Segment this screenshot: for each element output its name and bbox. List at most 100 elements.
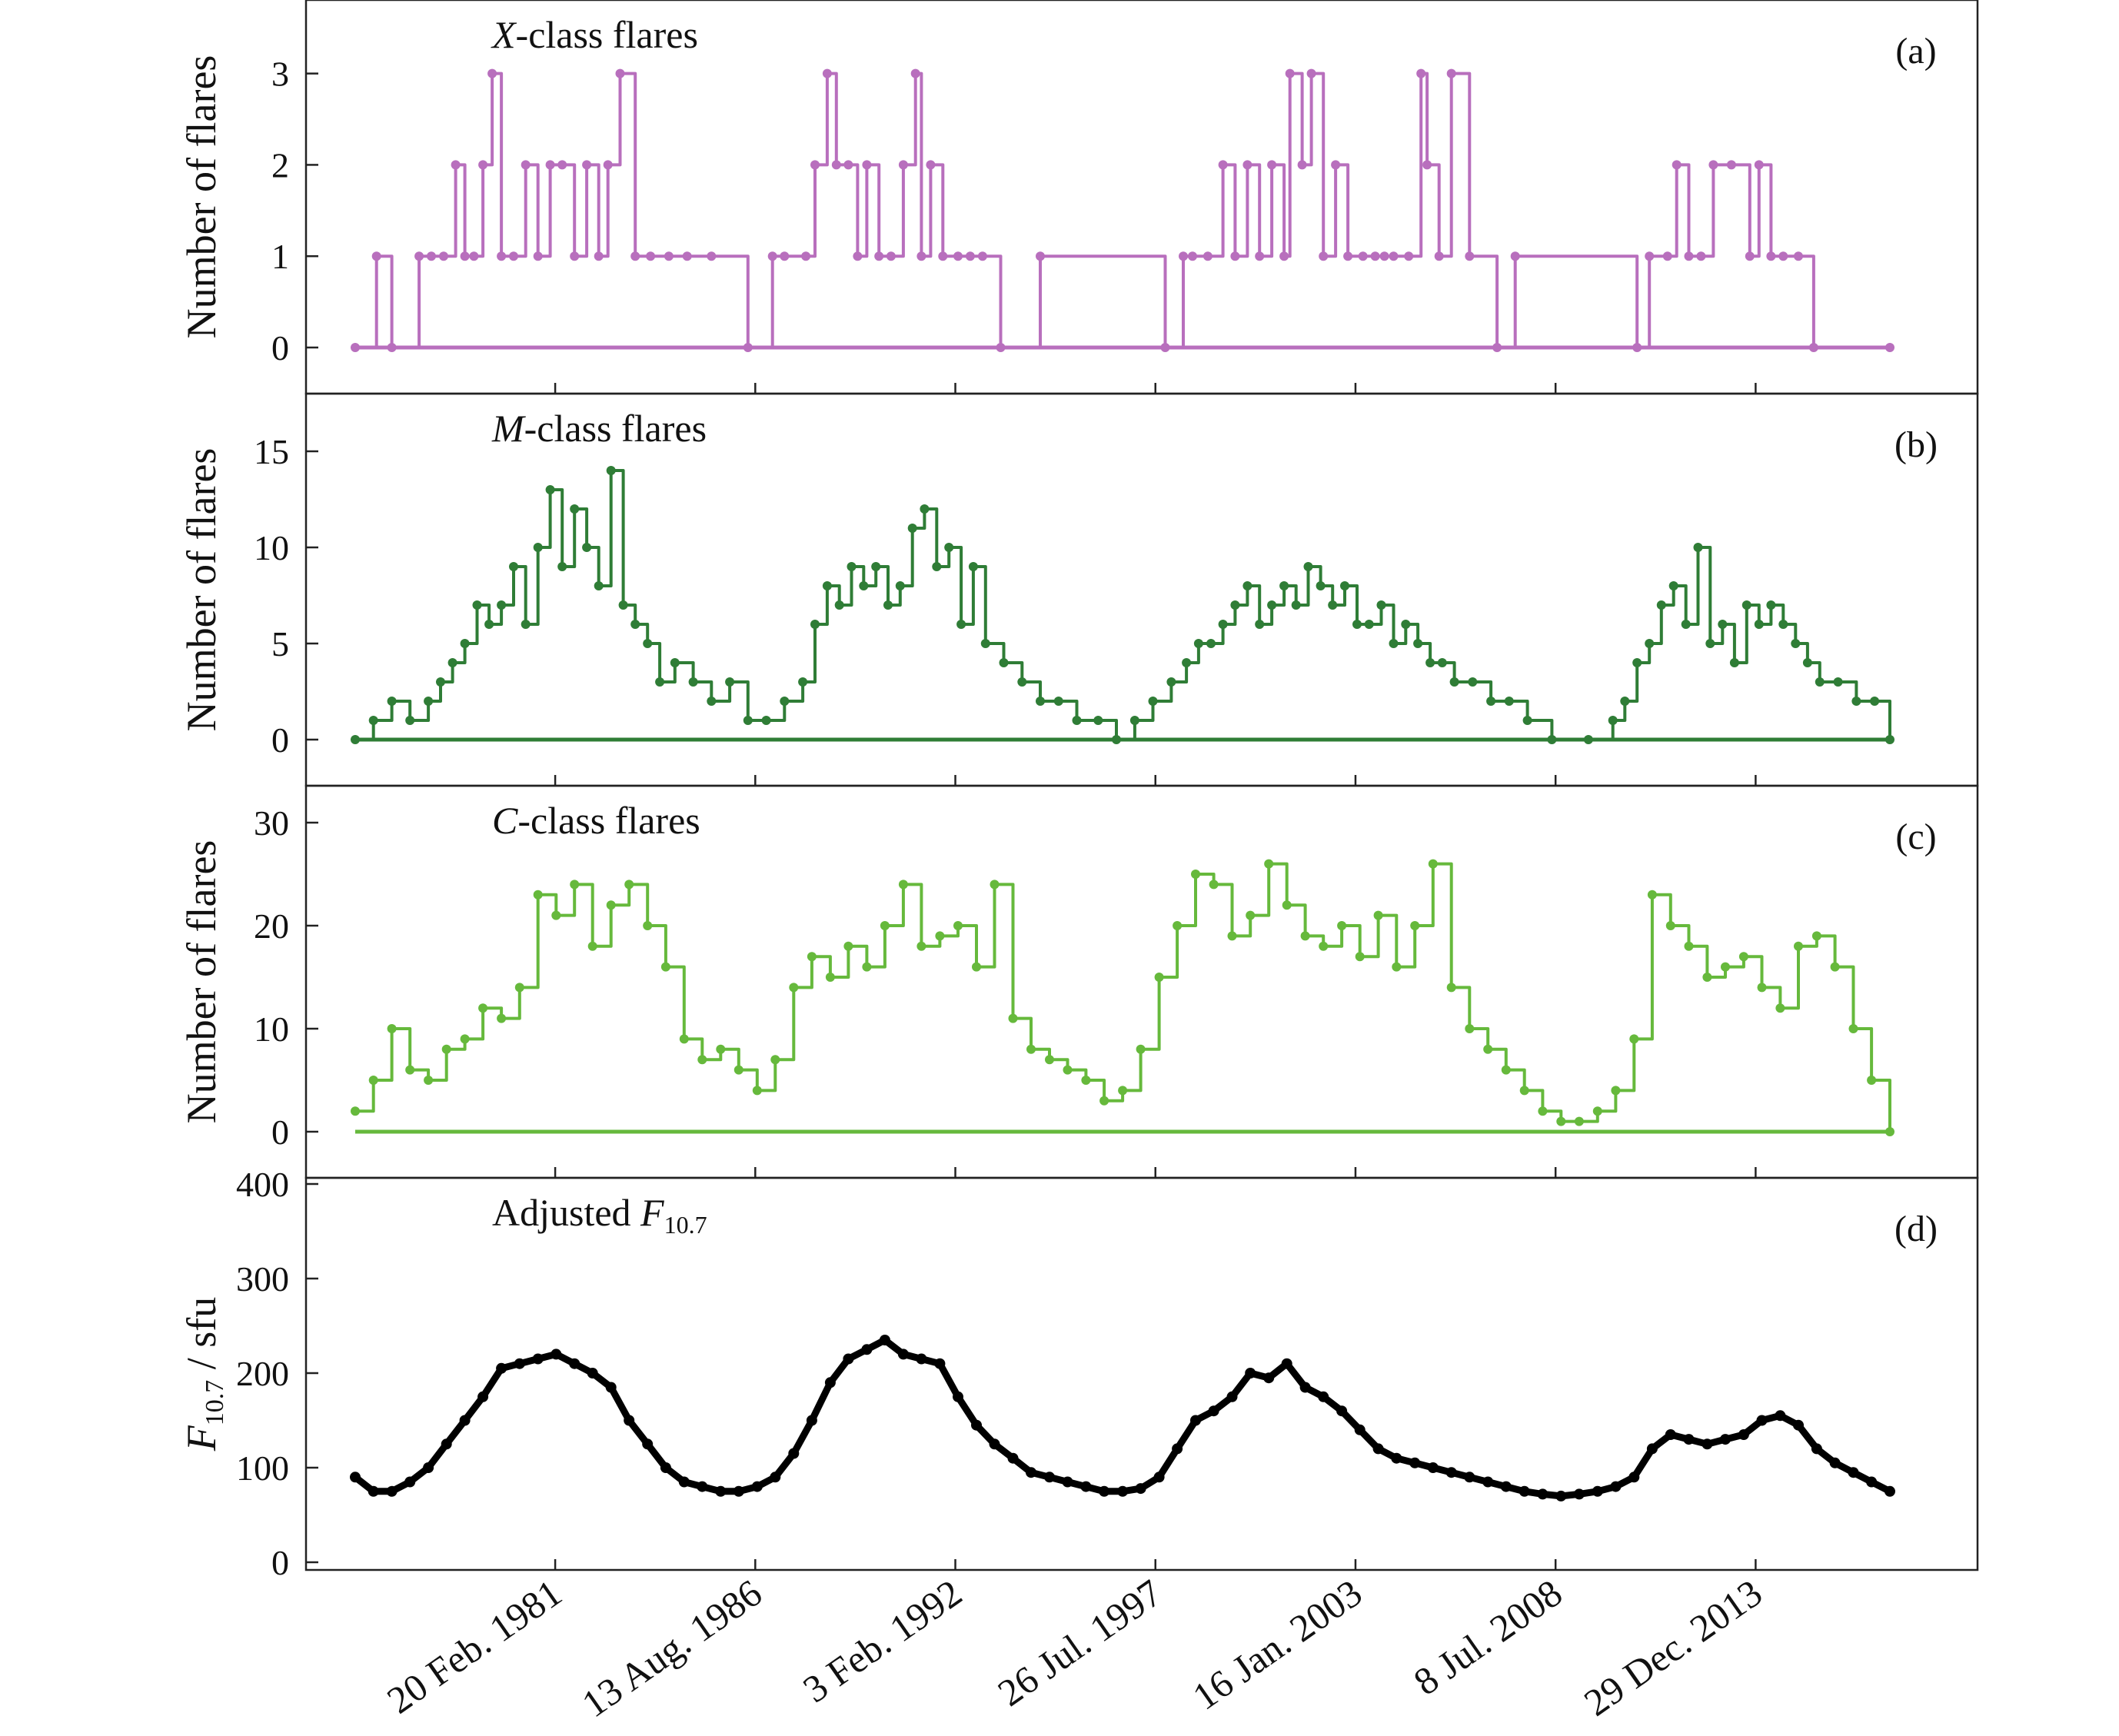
data-point xyxy=(1741,600,1751,610)
data-point xyxy=(569,1358,580,1369)
data-point xyxy=(1336,1405,1348,1417)
data-point xyxy=(424,697,434,706)
data-point xyxy=(427,251,436,261)
data-point xyxy=(1297,160,1307,170)
data-point xyxy=(1099,1485,1110,1497)
data-point xyxy=(834,600,844,610)
data-point xyxy=(1465,1024,1475,1033)
data-point xyxy=(606,900,616,910)
data-point xyxy=(1645,251,1655,261)
data-point xyxy=(1242,581,1252,590)
data-point xyxy=(1281,1358,1292,1369)
data-point xyxy=(1729,658,1739,667)
data-point xyxy=(1870,697,1880,706)
data-point xyxy=(551,1349,562,1360)
panel-frame xyxy=(304,392,1979,787)
panel-letter: (d) xyxy=(1894,1209,1938,1249)
data-point xyxy=(916,941,926,951)
data-point xyxy=(447,658,457,667)
data-point xyxy=(853,251,863,261)
data-point xyxy=(1173,921,1183,930)
data-point xyxy=(1620,697,1630,706)
data-point xyxy=(1866,1476,1878,1488)
data-point xyxy=(971,1419,982,1431)
data-point xyxy=(1246,910,1256,920)
data-point xyxy=(1702,973,1712,982)
data-point xyxy=(1665,921,1675,930)
data-point xyxy=(1230,251,1240,261)
data-point xyxy=(1358,251,1368,261)
data-point xyxy=(1693,543,1703,552)
data-point xyxy=(630,251,640,261)
data-point xyxy=(707,251,717,261)
data-point xyxy=(587,1368,598,1378)
data-point xyxy=(715,1485,727,1497)
data-point xyxy=(533,251,543,261)
data-point xyxy=(557,160,567,170)
data-point xyxy=(859,581,869,590)
data-point xyxy=(767,251,777,261)
data-point xyxy=(879,1335,890,1345)
data-point xyxy=(1053,697,1063,706)
data-point xyxy=(1504,697,1514,706)
data-point xyxy=(1062,1476,1073,1488)
data-point xyxy=(594,251,604,261)
data-point xyxy=(1319,941,1329,951)
data-point xyxy=(1036,697,1045,706)
data-point xyxy=(1148,697,1158,706)
data-point xyxy=(615,68,625,78)
data-point xyxy=(655,677,665,687)
data-point xyxy=(1179,251,1188,261)
data-point xyxy=(725,677,735,687)
data-point xyxy=(1379,251,1389,261)
data-point xyxy=(1306,68,1316,78)
data-point xyxy=(989,1438,1000,1450)
data-point xyxy=(1811,931,1821,941)
data-point xyxy=(886,251,896,261)
data-point xyxy=(1721,962,1730,972)
data-point xyxy=(1264,859,1274,869)
y-tick-label: 0 xyxy=(271,1543,289,1582)
data-point xyxy=(478,1003,488,1013)
x-tick-label: 29 Dec. 2013 xyxy=(1576,1571,1770,1724)
data-point xyxy=(1218,620,1228,629)
data-point xyxy=(664,251,674,261)
data-point xyxy=(1328,600,1338,610)
data-point xyxy=(953,251,963,261)
data-point xyxy=(1754,160,1764,170)
data-point xyxy=(1611,1086,1621,1096)
data-point xyxy=(1063,1065,1073,1075)
data-point xyxy=(1851,697,1861,706)
data-point xyxy=(788,1448,800,1459)
panel-title: X-class flares xyxy=(491,13,698,56)
data-point xyxy=(1437,658,1447,667)
data-point xyxy=(1519,1086,1529,1096)
data-point xyxy=(1726,160,1736,170)
data-point xyxy=(780,697,790,706)
data-point xyxy=(451,160,461,170)
data-point xyxy=(1372,1443,1384,1455)
data-point xyxy=(977,251,987,261)
data-point xyxy=(898,880,908,890)
data-point xyxy=(624,1415,635,1426)
data-point xyxy=(1519,1485,1530,1497)
data-point xyxy=(1425,658,1435,667)
data-point xyxy=(898,160,908,170)
data-point xyxy=(1355,952,1365,962)
data-point xyxy=(660,962,670,972)
panel-frame xyxy=(304,0,1979,395)
data-point xyxy=(472,600,482,610)
data-point xyxy=(1464,1472,1475,1483)
data-point xyxy=(1303,562,1313,571)
data-point xyxy=(1391,1452,1402,1464)
data-point xyxy=(1885,343,1894,352)
data-point xyxy=(1629,1034,1639,1044)
data-point xyxy=(1093,716,1103,725)
data-point xyxy=(1696,251,1706,261)
data-point xyxy=(682,251,692,261)
x-tick-label: 8 Jul. 2008 xyxy=(1405,1571,1569,1704)
data-point xyxy=(1681,620,1691,629)
y-tick-label: 3 xyxy=(271,55,289,94)
data-point xyxy=(387,1024,397,1033)
data-point xyxy=(603,160,613,170)
